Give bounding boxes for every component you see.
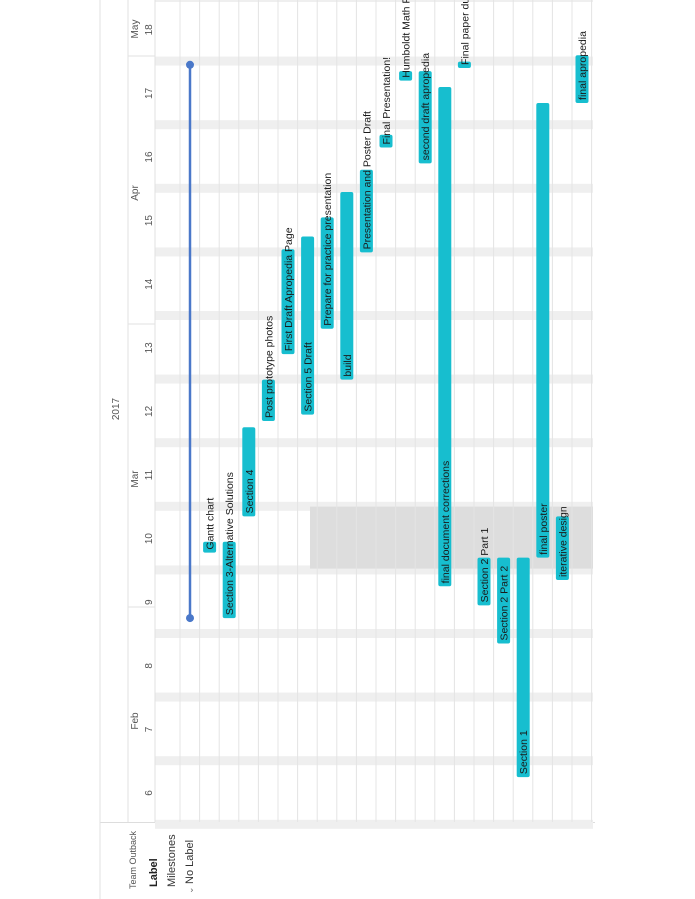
task-bar[interactable] (281, 249, 295, 355)
task-label: Section 3-Alternative Solutions (224, 472, 236, 615)
month-label: Mar (130, 470, 141, 488)
weekend-band (155, 692, 593, 702)
task-bar[interactable] (418, 71, 432, 164)
task-bar[interactable] (242, 427, 256, 517)
task-bar[interactable] (457, 61, 471, 68)
task-label: Final Presentation! (381, 57, 393, 145)
task-bar[interactable] (477, 557, 491, 606)
task-bar[interactable] (203, 541, 217, 553)
task-label: First Draft Apropedia Page (283, 227, 295, 351)
task-label: Prepare for practice presentation (322, 173, 334, 326)
task-bar[interactable] (497, 557, 511, 644)
task-label: Presentation and Poster Draft (361, 111, 373, 249)
weekend-band (155, 629, 593, 638)
task-label: iterative design (557, 506, 569, 577)
task-bar[interactable] (536, 102, 550, 558)
task-label: final poster (538, 503, 550, 555)
weekend-band (155, 183, 593, 193)
task-label: Section 2 Part 1 (479, 528, 491, 603)
weekend-band (155, 56, 593, 66)
week-label: 6 (144, 790, 155, 796)
task-bar[interactable] (320, 217, 334, 329)
week-label: 13 (144, 342, 155, 354)
weekend-band (155, 0, 593, 2)
task-bar[interactable] (301, 236, 315, 415)
task-label: build (342, 354, 354, 376)
task-label: Section 5 Draft (303, 342, 315, 412)
task-bar[interactable] (399, 71, 413, 81)
milestone-start-dot (186, 614, 194, 623)
task-label: final apropedia (577, 31, 589, 100)
week-label: 17 (144, 87, 155, 99)
task-label: Section 2 Part 2 (499, 566, 511, 641)
task-bar[interactable] (555, 516, 569, 580)
week-label: 9 (144, 599, 155, 605)
month-label: May (130, 20, 141, 39)
month-label: Feb (130, 712, 141, 730)
weekend-band (155, 374, 593, 384)
week-label: 8 (144, 663, 155, 669)
week-label: 18 (144, 24, 155, 36)
week-label: 7 (144, 726, 155, 732)
task-bar[interactable] (575, 55, 589, 103)
year-label: 2017 (111, 397, 122, 420)
weekend-band (155, 247, 593, 257)
weekend-band (155, 756, 593, 766)
task-label: Section 4 (244, 469, 256, 513)
weekend-band (155, 120, 593, 130)
task-bar[interactable] (359, 169, 373, 253)
milestone-end-dot (186, 60, 194, 69)
week-label: 12 (144, 405, 155, 417)
task-bar[interactable] (222, 541, 236, 619)
task-label: Gantt chart (205, 498, 217, 550)
task-bar[interactable] (438, 87, 452, 587)
task-label: second draft apropedia (420, 53, 432, 161)
current-week-highlight (310, 506, 593, 569)
week-label: 14 (144, 278, 155, 290)
week-label: 10 (144, 533, 155, 545)
week-label: 16 (144, 151, 155, 163)
week-label: 15 (144, 215, 155, 227)
week-label: 11 (144, 469, 155, 480)
task-bar[interactable] (340, 191, 354, 380)
task-bar[interactable] (261, 379, 275, 421)
task-label: Humboldt Math Fair (401, 0, 413, 78)
task-label: Post prototype photos (263, 316, 275, 418)
task-bar[interactable] (379, 134, 393, 148)
task-label: Section 1 (518, 730, 530, 774)
weekend-band (155, 438, 593, 448)
weekend-band (155, 311, 593, 320)
weekend-band (155, 819, 593, 829)
task-label: Final paper due (459, 0, 471, 65)
month-label: Apr (130, 185, 141, 201)
task-label: final document corrections (440, 461, 452, 584)
task-bar[interactable] (516, 557, 530, 778)
